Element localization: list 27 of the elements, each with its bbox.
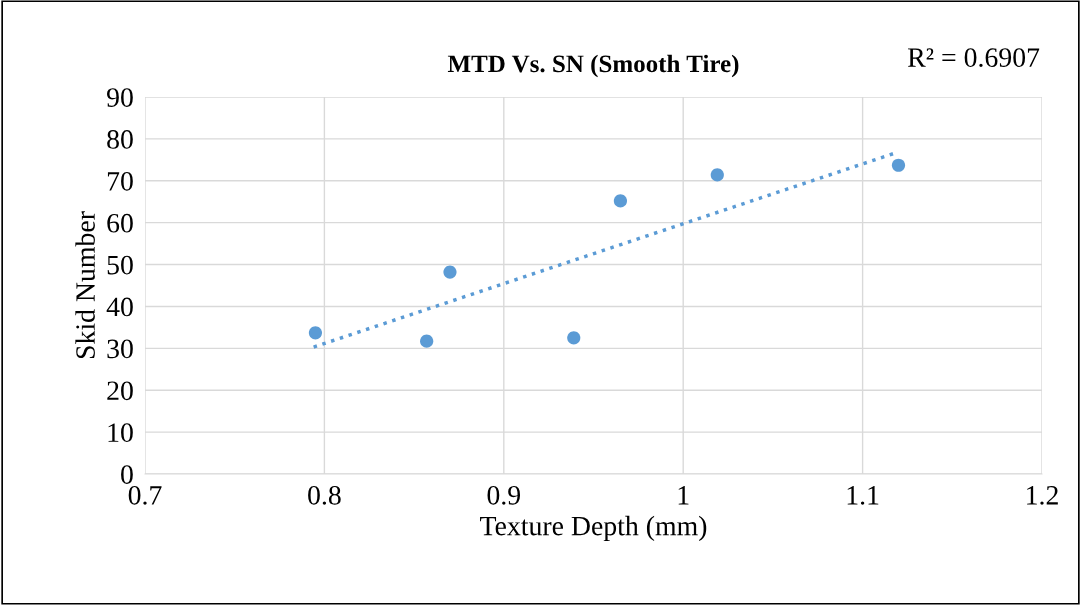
point	[420, 334, 434, 348]
y-tick-label: 30	[107, 339, 133, 359]
y-tick-label: 70	[107, 171, 133, 191]
point	[308, 326, 323, 340]
x-axis-title: Texture Depth (mm)	[480, 515, 707, 542]
x-tick-label: 0.8	[308, 485, 341, 505]
point	[613, 194, 627, 208]
point	[891, 158, 906, 172]
x-tick-label: 1.2	[1027, 485, 1058, 505]
y-tick-label: 20	[107, 381, 133, 401]
y-tick-label: 10	[108, 423, 133, 443]
y-tick-label: 80	[107, 130, 133, 149]
point	[443, 265, 457, 279]
point	[710, 168, 724, 182]
y-tick-label: 90	[107, 88, 133, 107]
y-tick-label: 40	[106, 297, 133, 317]
text: R² = 0.6907	[908, 48, 1040, 68]
x-tick-label: 0.7	[128, 485, 162, 505]
y-tick-label: 60	[107, 213, 133, 233]
x-tick-label: 1	[678, 486, 689, 505]
x-tick-label: 0.9	[487, 485, 521, 505]
y-tick-label: 50	[107, 255, 133, 275]
x-tick-label: 1.1	[847, 486, 879, 505]
y-tick-label: 0	[121, 465, 133, 484]
chart-title: MTD Vs. SN (Smooth Tire)	[447, 54, 739, 78]
y-axis-title: Skid Number	[75, 211, 95, 359]
point	[567, 331, 581, 345]
